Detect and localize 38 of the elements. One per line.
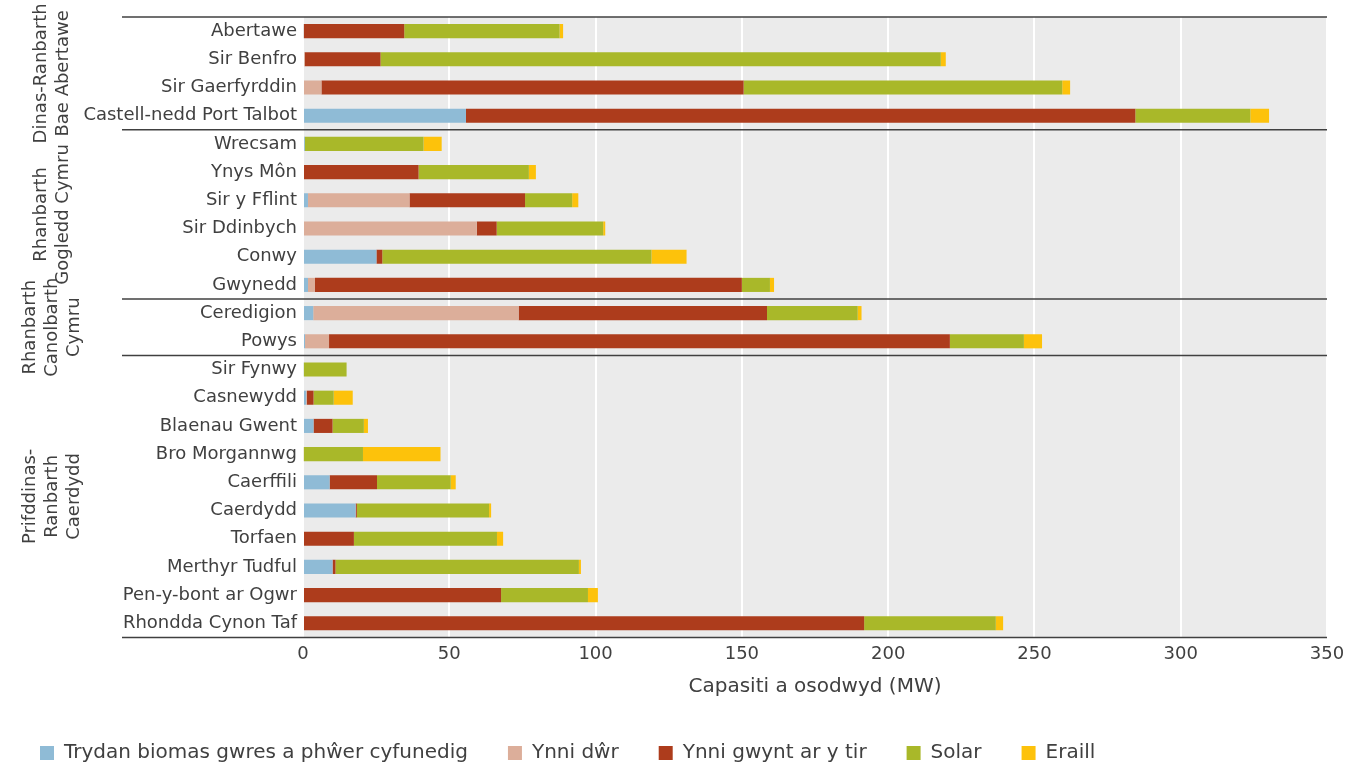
- y-tick-label: Abertawe: [210, 18, 297, 40]
- y-tick-label: Bro Morgannwg: [155, 441, 297, 463]
- y-tick-label: Powys: [241, 328, 297, 350]
- y-tick-label: Sir Ddinbych: [182, 216, 297, 238]
- x-tick-label: 250: [1017, 641, 1052, 663]
- x-tick-label: 0: [297, 641, 309, 663]
- legend-label: Ynni gwynt ar y tir: [681, 739, 868, 764]
- x-tick-label: 100: [578, 641, 613, 663]
- y-tick-label: Blaenau Gwent: [159, 413, 297, 435]
- y-tick-label: Ynys Môn: [209, 159, 297, 181]
- x-tick-label: 50: [437, 641, 461, 663]
- y-tick-label: Caerdydd: [210, 498, 297, 520]
- x-tick-label: 350: [1309, 641, 1345, 663]
- x-tick-label: 200: [870, 641, 906, 663]
- y-tick-label: Wrecsam: [214, 131, 297, 153]
- y-tick-label: Conwy: [236, 244, 298, 266]
- y-tick-label: Gwynedd: [212, 272, 297, 294]
- y-tick-label: Ceredigion: [200, 300, 297, 322]
- x-tick-label: 300: [1163, 641, 1198, 663]
- y-tick-label: Torfaen: [229, 526, 297, 548]
- x-axis-title: Capasiti a osodwyd (MW): [688, 673, 942, 698]
- y-tick-label: Castell-nedd Port Talbot: [83, 103, 297, 125]
- y-tick-label: Pen-y-bont ar Ogwr: [122, 582, 298, 604]
- y-tick-label: Casnewydd: [193, 385, 297, 407]
- x-tick-label: 150: [724, 641, 760, 663]
- legend-label: Eraill: [1045, 739, 1096, 764]
- y-tick-label: Rhondda Cynon Taf: [122, 610, 298, 632]
- y-tick-label: Sir Gaerfyrddin: [160, 75, 297, 97]
- legend-label: Solar: [930, 739, 983, 764]
- y-tick-label: Sir Fynwy: [211, 357, 298, 379]
- y-tick-label: Merthyr Tudful: [166, 554, 297, 576]
- legend-label: Trydan biomas gwres a phŵer cyfunedig: [63, 739, 468, 764]
- y-tick-label: Sir Benfro: [208, 46, 297, 68]
- y-tick-label: Sir y Fflint: [205, 187, 297, 209]
- y-tick-label: Caerffili: [227, 469, 297, 491]
- text: Dinas-Ranbarth Bae Abertawe: [28, 3, 72, 144]
- legend-label: Ynni dŵr: [530, 739, 620, 764]
- text: Prifddinas-Ranbarth Caerdydd: [17, 448, 83, 545]
